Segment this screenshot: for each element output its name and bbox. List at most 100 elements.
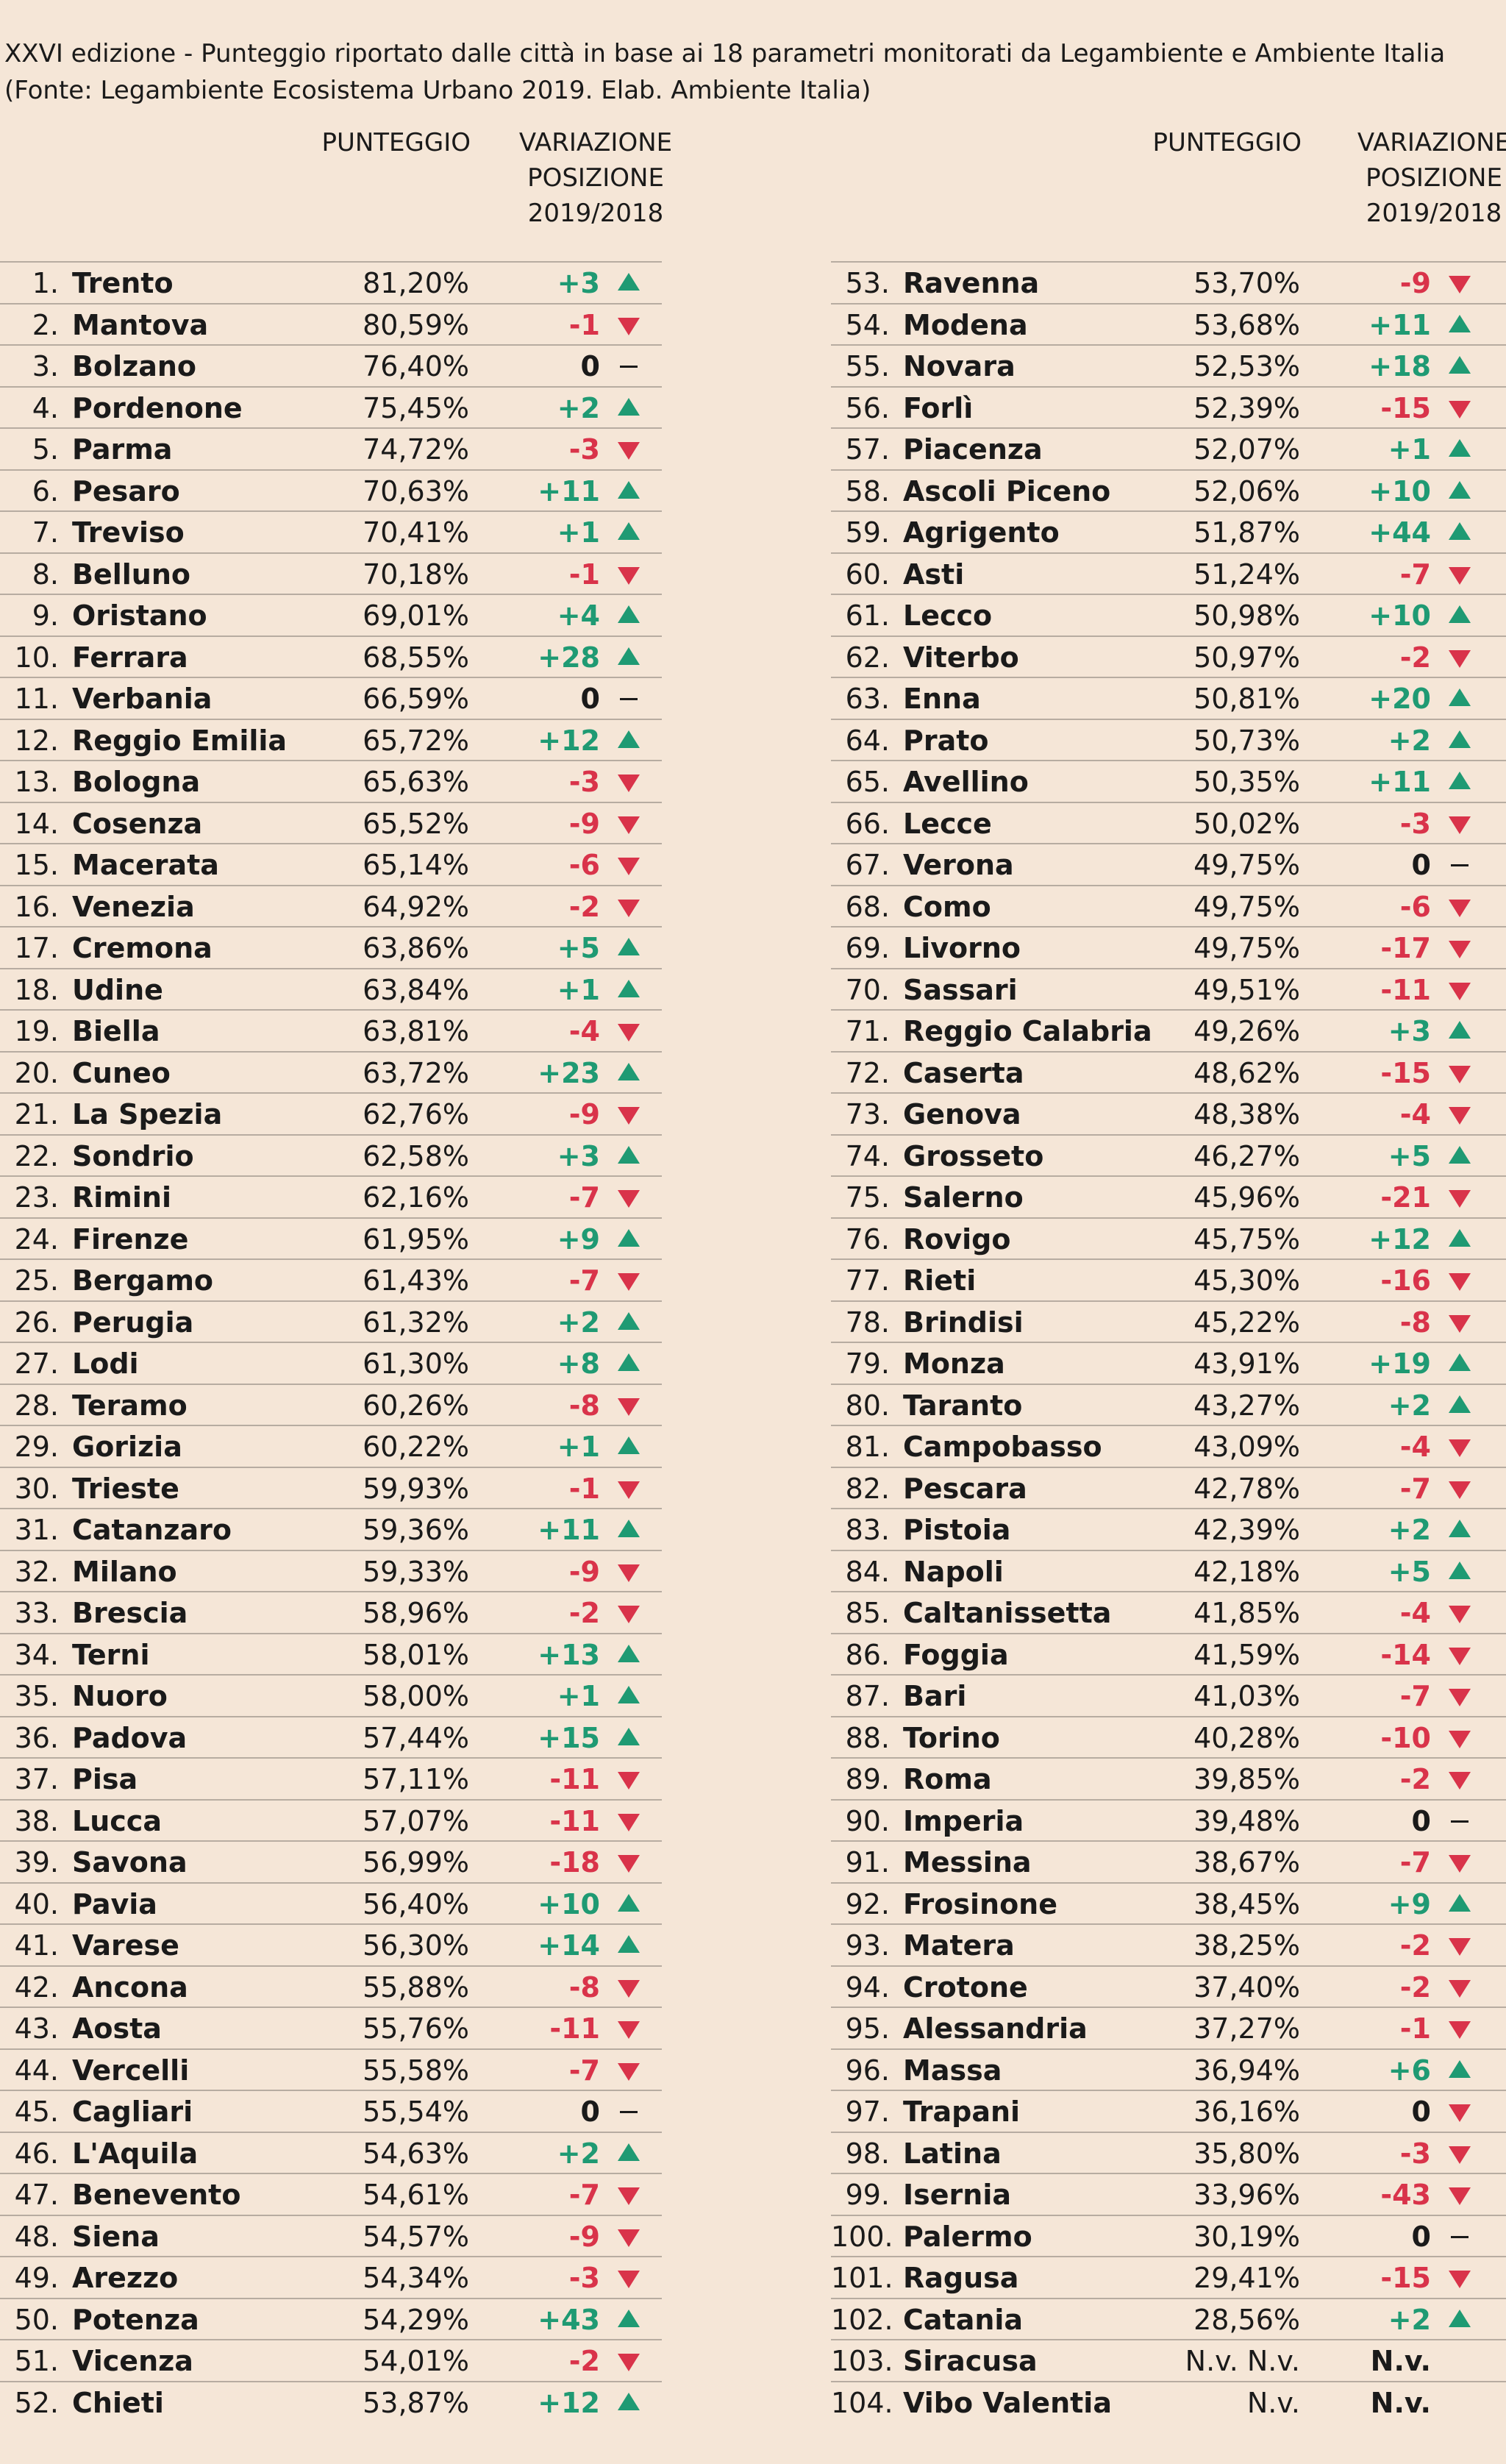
triangle-up-icon <box>618 1145 640 1164</box>
score-value: 53,70% <box>1193 267 1300 299</box>
score-value: 39,48% <box>1193 1804 1300 1837</box>
score-value: 60,26% <box>363 1389 469 1422</box>
city-name: Arezzo <box>72 2262 179 2294</box>
rank-number: 79. <box>845 1347 890 1380</box>
city-name: Catanzaro <box>72 1514 232 1546</box>
table-row: 101. Ragusa 29,41% -15 <box>831 2256 1506 2299</box>
score-value: 80,59% <box>363 308 469 341</box>
score-value: 64,92% <box>363 890 469 923</box>
table-row: 53. Ravenna 53,70% -9 <box>831 261 1506 304</box>
table-row: 34. Terni 58,01% +13 <box>0 1632 662 1676</box>
rank-number: 95. <box>845 2012 890 2045</box>
triangle-down-icon <box>1449 1730 1471 1748</box>
city-name: Brindisi <box>903 1306 1024 1339</box>
variation-value: -3 <box>568 766 600 798</box>
table-row: 91. Messina 38,67% -7 <box>831 1840 1506 1883</box>
table-row: 52. Chieti 53,87% +12 <box>0 2380 662 2424</box>
rank-number: 9. <box>32 599 59 632</box>
rank-number: 99. <box>845 2179 890 2211</box>
header-variation-line-3: 2019/2018 <box>527 199 664 228</box>
score-value: 62,16% <box>363 1181 469 1214</box>
score-value: 49,75% <box>1193 932 1300 964</box>
table-row: 60. Asti 51,24% -7 <box>831 552 1506 595</box>
table-row: 51. Vicenza 54,01% -2 <box>0 2339 662 2382</box>
variation-value: -10 <box>1380 1721 1431 1754</box>
city-name: Vicenza <box>72 2345 193 2377</box>
score-value: 52,53% <box>1193 350 1300 382</box>
variation-value: 0 <box>580 683 600 715</box>
score-value: 68,55% <box>363 641 469 674</box>
score-value: 52,06% <box>1193 474 1300 508</box>
triangle-down-icon <box>618 317 640 335</box>
triangle-down-icon <box>1449 2187 1471 2205</box>
score-value: 58,01% <box>363 1638 469 1671</box>
score-value: 41,03% <box>1193 1680 1300 1712</box>
variation-value: -2 <box>568 890 600 923</box>
triangle-up-icon <box>1449 1021 1471 1039</box>
city-name: Varese <box>72 1929 179 1962</box>
triangle-down-icon <box>618 1190 640 1208</box>
score-value: 50,35% <box>1193 766 1300 798</box>
variation-value: -4 <box>1399 1098 1431 1130</box>
rank-number: 1. <box>32 267 59 299</box>
triangle-down-icon <box>1449 1606 1471 1623</box>
score-value: 38,67% <box>1193 1846 1300 1879</box>
table-row: 10. Ferrara 68,55% +28 <box>0 635 662 678</box>
score-value: 50,73% <box>1193 724 1300 757</box>
rank-number: 104. <box>831 2386 893 2419</box>
table-row: 14. Cosenza 65,52% -9 <box>0 801 662 844</box>
variation-value: -14 <box>1380 1638 1431 1671</box>
city-name: Venezia <box>72 890 195 923</box>
table-row: 89. Roma 39,85% -2 <box>831 1757 1506 1800</box>
city-name: Modena <box>903 308 1028 341</box>
rank-number: 63. <box>845 683 890 715</box>
triangle-down-icon <box>618 1273 640 1291</box>
variation-value: +15 <box>538 1721 600 1754</box>
city-name: Sondrio <box>72 1139 194 1172</box>
score-value: 51,87% <box>1193 516 1300 549</box>
city-name: Benevento <box>72 2179 241 2211</box>
variation-value: -2 <box>1399 641 1431 674</box>
score-value: 65,72% <box>363 724 469 757</box>
variation-value: 0 <box>1411 2220 1431 2253</box>
table-row: 36. Padova 57,44% +15 <box>0 1715 662 1759</box>
table-row: 42. Ancona 55,88% -8 <box>0 1965 662 2008</box>
city-name: Taranto <box>903 1389 1023 1422</box>
variation-value: -15 <box>1380 2262 1431 2294</box>
header-variation: VARIAZIONE POSIZIONE 2019/2018 <box>507 125 684 231</box>
triangle-up-icon <box>618 2309 640 2327</box>
city-name: Mantova <box>72 308 209 341</box>
city-name: Campobasso <box>903 1431 1102 1463</box>
rank-number: 2. <box>32 308 59 341</box>
triangle-up-icon <box>1449 772 1471 789</box>
score-value: 50,81% <box>1193 683 1300 715</box>
triangle-up-icon <box>1449 356 1471 374</box>
score-value: 54,57% <box>363 2220 469 2253</box>
rank-number: 100. <box>831 2220 893 2253</box>
variation-value: +10 <box>1368 474 1431 508</box>
dash-icon <box>1451 2235 1468 2238</box>
rank-number: 62. <box>845 641 890 674</box>
city-name: Lecce <box>903 807 992 840</box>
table-row: 50. Potenza 54,29% +43 <box>0 2297 662 2340</box>
score-value: 41,85% <box>1193 1597 1300 1629</box>
score-value: 49,51% <box>1193 973 1300 1006</box>
variation-value: -1 <box>1399 2012 1431 2045</box>
score-value: 49,75% <box>1193 849 1300 881</box>
triangle-down-icon <box>618 1855 640 1873</box>
rank-number: 54. <box>845 308 890 341</box>
table-row: 88. Torino 40,28% -10 <box>831 1715 1506 1759</box>
rank-number: 4. <box>32 391 59 424</box>
variation-value: -2 <box>1399 1929 1431 1962</box>
score-value: 75,45% <box>363 391 469 424</box>
triangle-up-icon <box>1449 1145 1471 1164</box>
triangle-up-icon <box>618 1686 640 1703</box>
score-value: 52,39% <box>1193 391 1300 424</box>
city-name: Como <box>903 890 991 923</box>
rank-number: 76. <box>845 1222 890 1256</box>
city-name: Verbania <box>72 683 213 715</box>
triangle-down-icon <box>618 566 640 585</box>
score-value: 57,44% <box>363 1721 469 1754</box>
triangle-up-icon <box>1449 2309 1471 2327</box>
city-name: Bergamo <box>72 1264 214 1297</box>
